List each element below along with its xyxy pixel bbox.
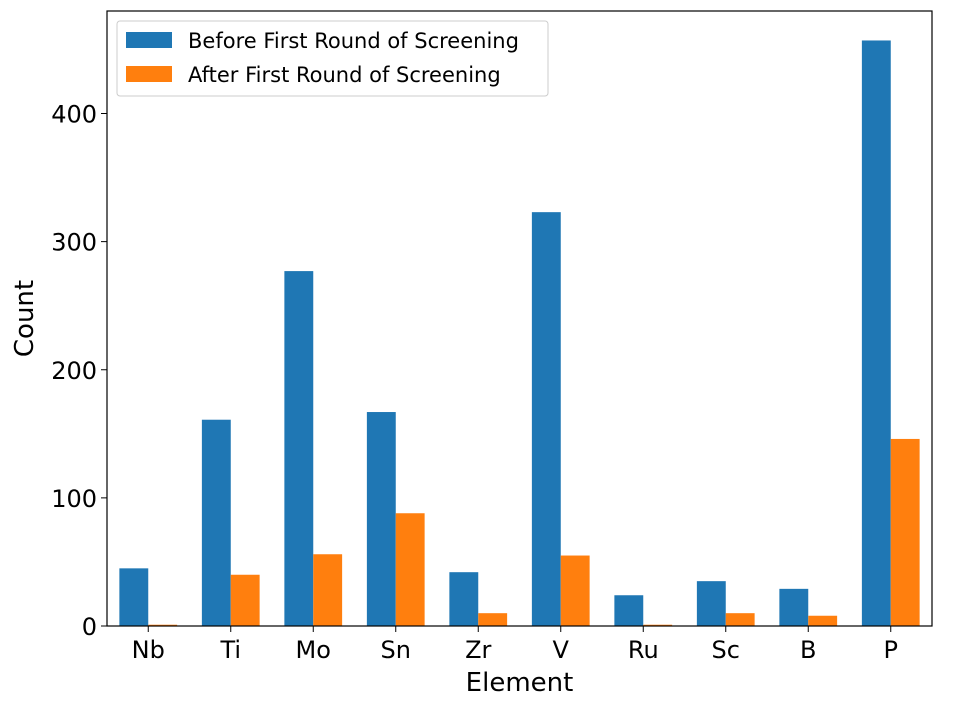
x-tick-label-sc: Sc [712, 636, 740, 664]
bar-before-p [861, 40, 891, 626]
y-tick-label-400: 400 [51, 101, 97, 129]
x-tick-label-ti: Ti [219, 636, 241, 664]
bar-before-sn [366, 412, 396, 626]
x-axis: Nb Ti Mo Sn Zr V Ru Sc B P [132, 626, 898, 664]
bar-before-zr [449, 572, 479, 626]
legend-label-after: After First Round of Screening [188, 63, 501, 87]
legend: Before First Round of Screening After Fi… [116, 20, 549, 97]
x-tick-label-sn: Sn [381, 636, 411, 664]
legend-box [116, 20, 549, 97]
bar-before-sc [696, 581, 726, 626]
bar-before-v [531, 212, 561, 626]
y-axis: 0 100 200 300 400 [51, 101, 107, 641]
legend-swatch-after [126, 66, 172, 82]
y-tick-label-0: 0 [82, 613, 97, 641]
y-tick-label-300: 300 [51, 229, 97, 257]
x-axis-title: Element [466, 668, 574, 698]
x-tick-label-v: V [553, 636, 570, 664]
bar-after-sn [395, 513, 425, 626]
bar-after-ru [643, 624, 673, 626]
bar-after-zr [478, 613, 508, 626]
x-tick-label-b: B [800, 636, 816, 664]
bar-before-b [779, 588, 809, 626]
bar-before-ti [201, 419, 231, 626]
bar-after-nb [148, 624, 178, 626]
y-tick-label-100: 100 [51, 485, 97, 513]
bar-before-ru [614, 595, 644, 626]
bar-after-mo [313, 554, 343, 626]
legend-label-before: Before First Round of Screening [188, 29, 519, 53]
x-tick-label-mo: Mo [296, 636, 331, 664]
x-tick-label-ru: Ru [628, 636, 659, 664]
bar-before-mo [284, 271, 314, 626]
bar-after-b [808, 615, 838, 626]
x-tick-label-p: P [884, 636, 898, 664]
bars-group [119, 40, 920, 626]
y-axis-title: Count [10, 280, 40, 357]
bar-before-nb [119, 568, 149, 626]
bar-after-p [890, 438, 920, 626]
bar-after-sc [725, 613, 755, 626]
x-tick-label-zr: Zr [465, 636, 491, 664]
legend-swatch-before [126, 32, 172, 48]
bar-after-ti [230, 574, 260, 626]
y-tick-label-200: 200 [51, 357, 97, 385]
bar-after-v [560, 555, 590, 626]
plot-area-frame [106, 10, 933, 627]
x-tick-label-nb: Nb [132, 636, 165, 664]
